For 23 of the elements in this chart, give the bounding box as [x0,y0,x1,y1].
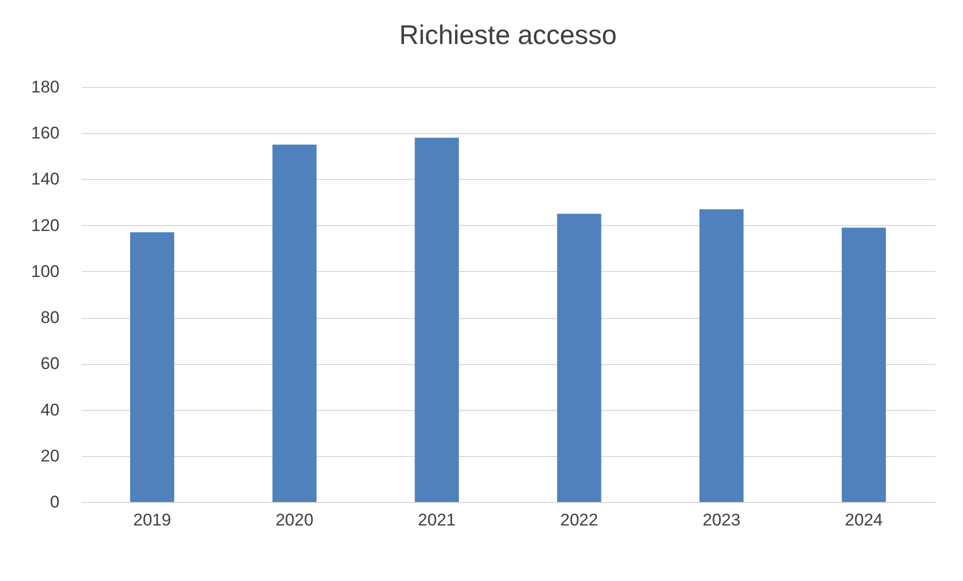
bar [414,138,459,502]
y-tick-label: 160 [31,124,60,143]
y-tick-label: 0 [50,492,60,512]
chart-title: Richieste accesso [399,20,617,50]
x-tick-label: 2022 [560,510,598,530]
y-tick-label: 120 [31,216,60,235]
x-tick-label: 2020 [276,510,314,530]
bar [557,214,602,502]
x-tick-label: 2023 [702,510,740,530]
y-tick-label: 60 [40,354,60,374]
y-tick-label: 100 [31,262,60,281]
y-tick-label: 40 [40,400,60,420]
y-tick-label: 140 [31,170,60,189]
bar [842,228,886,502]
x-tick-label: 2019 [133,510,172,530]
y-tick-label: 20 [40,446,60,466]
y-tick-label: 180 [31,78,60,96]
bar [272,144,317,502]
x-tick-label: 2024 [844,510,883,530]
x-tick-label: 2021 [418,510,456,530]
y-tick-label: 80 [40,308,60,328]
bar [699,209,744,502]
bar [130,232,174,502]
